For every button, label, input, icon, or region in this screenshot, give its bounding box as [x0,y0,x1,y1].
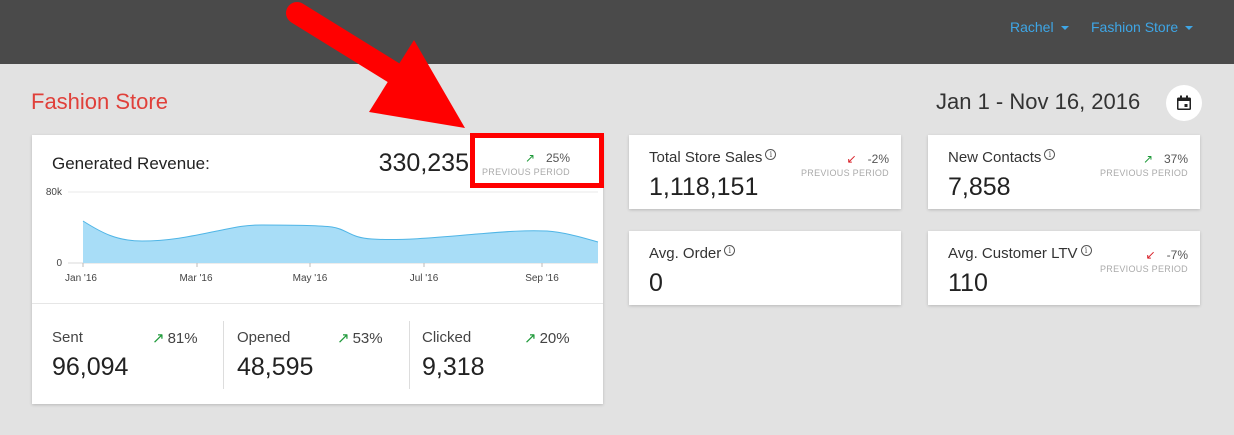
arrow-up-right-icon: ↗ [152,330,165,347]
revenue-area [83,221,598,263]
caret-down-icon [1185,26,1194,31]
stat-change: ↗ 20% [524,329,570,347]
y-tick-label: 80k [46,187,63,198]
kpi-change-value: -2% [867,152,889,166]
revenue-change-value: 25% [545,151,570,165]
kpi-label-text: Total Store Sales [649,149,763,166]
kpi-change-value: -7% [1166,248,1188,262]
x-tick-label: Jul '16 [410,273,439,284]
page-title: Fashion Store [31,89,168,114]
period-label: PREVIOUS PERIOD [1099,168,1188,178]
stat-value: 9,318 [422,353,485,381]
revenue-value: 330,235 [378,149,469,177]
info-icon[interactable]: i [724,245,736,256]
stat-separator [409,321,410,389]
x-tick-label: Jan '16 [65,273,97,284]
kpi-label: Avg. Customer LTV i [948,245,1092,262]
arrow-up-right-icon: ↗ [524,330,537,347]
kpi-change: ↙ -7% PREVIOUS PERIOD [1100,248,1188,274]
kpi-label-text: Avg. Order [649,245,722,262]
stat-value: 96,094 [52,353,129,381]
info-icon[interactable]: i [1080,245,1092,256]
kpi-change-value: 37% [1163,152,1188,166]
store-menu[interactable]: Fashion Store [1091,19,1194,35]
kpi-change: ↙ -2% PREVIOUS PERIOD [801,152,889,178]
x-tick-label: May '16 [293,273,328,284]
calendar-icon [1177,95,1191,110]
revenue-title: Generated Revenue: [52,154,210,173]
arrow-down-left-icon: ↙ [846,152,857,166]
kpi-label: Avg. Order i [649,245,736,262]
stat-change-value: 53% [352,330,383,347]
period-label: PREVIOUS PERIOD [800,168,889,178]
stat-change: ↗ 53% [337,329,383,347]
kpi-label-text: New Contacts [948,149,1042,166]
stat-separator [223,321,224,389]
stat-change-value: 20% [539,330,570,347]
user-menu[interactable]: Rachel [1010,19,1069,35]
stat-clicked: Clicked ↗ 20% 9,318 [402,303,602,403]
kpi-value: 1,118,151 [649,173,759,201]
stat-change-value: 81% [167,330,198,347]
info-icon[interactable]: i [1044,149,1056,160]
date-range: Jan 1 - Nov 16, 2016 [936,89,1141,114]
top-bar: Rachel Fashion Store [0,0,1234,64]
period-label: PREVIOUS PERIOD [481,167,570,177]
kpi-new-contacts: New Contacts i ↗ 37% PREVIOUS PERIOD 7,858 [928,135,1200,209]
stat-change: ↗ 81% [152,329,198,347]
revenue-card: Generated Revenue: 330,235 ↗ 25% PREVIOUS… [32,135,603,404]
y-tick-label: 0 [56,258,62,269]
kpi-label: Total Store Sales i [649,149,777,166]
kpi-avg-order: Avg. Order i 0 [629,231,901,305]
arrow-up-right-icon: ↗ [524,151,535,165]
store-menu-label: Fashion Store [1091,19,1179,35]
revenue-change: ↗ 25% PREVIOUS PERIOD [482,151,570,177]
stat-label: Sent [52,329,83,346]
kpi-value: 110 [948,269,988,297]
x-tick-label: Sep '16 [525,273,559,284]
stat-sent: Sent ↗ 81% 96,094 [32,303,222,403]
info-icon[interactable]: i [765,149,777,160]
arrow-up-right-icon: ↗ [1142,152,1153,166]
card-divider [32,303,603,304]
revenue-chart: 80k 0 Jan '16 Mar '16 May '16 Jul '16 Se… [46,187,599,284]
kpi-value: 0 [649,269,663,297]
stat-value: 48,595 [237,353,314,381]
kpi-label-text: Avg. Customer LTV [948,245,1078,262]
stat-label: Clicked [422,329,472,346]
arrow-down-left-icon: ↙ [1145,248,1156,262]
stat-label: Opened [237,329,291,346]
user-menu-label: Rachel [1010,19,1054,35]
kpi-avg-customer-ltv: Avg. Customer LTV i ↙ -7% PREVIOUS PERIOD … [928,231,1200,305]
highlight-box [470,133,604,188]
kpi-label: New Contacts i [948,149,1056,166]
kpi-change: ↗ 37% PREVIOUS PERIOD [1100,152,1188,178]
x-tick-label: Mar '16 [179,273,212,284]
period-label: PREVIOUS PERIOD [1099,264,1188,274]
kpi-value: 7,858 [948,173,1011,201]
kpi-total-store-sales: Total Store Sales i ↙ -2% PREVIOUS PERIOD … [629,135,901,209]
caret-down-icon [1060,26,1069,31]
stat-opened: Opened ↗ 53% 48,595 [217,303,407,403]
calendar-button[interactable] [1166,85,1202,121]
revenue-line [82,220,599,243]
arrow-up-right-icon: ↗ [337,330,350,347]
